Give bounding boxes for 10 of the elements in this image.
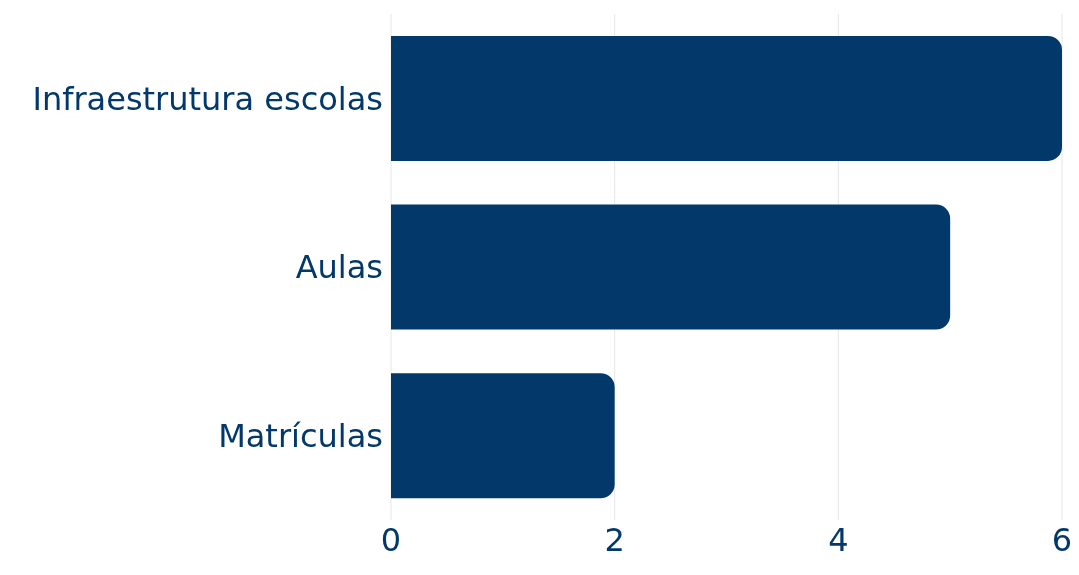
bar bbox=[391, 373, 615, 499]
y-tick-label: Matrículas bbox=[218, 417, 383, 456]
x-tick-label: 0 bbox=[380, 520, 402, 559]
y-tick-label: Aulas bbox=[295, 248, 383, 287]
bar bbox=[391, 204, 951, 330]
bar bbox=[391, 35, 1062, 161]
x-tick-label: 6 bbox=[1051, 520, 1073, 559]
x-tick-label: 4 bbox=[828, 520, 849, 559]
x-tick-label: 2 bbox=[604, 520, 625, 559]
y-tick-label: Infraestrutura escolas bbox=[32, 79, 383, 118]
